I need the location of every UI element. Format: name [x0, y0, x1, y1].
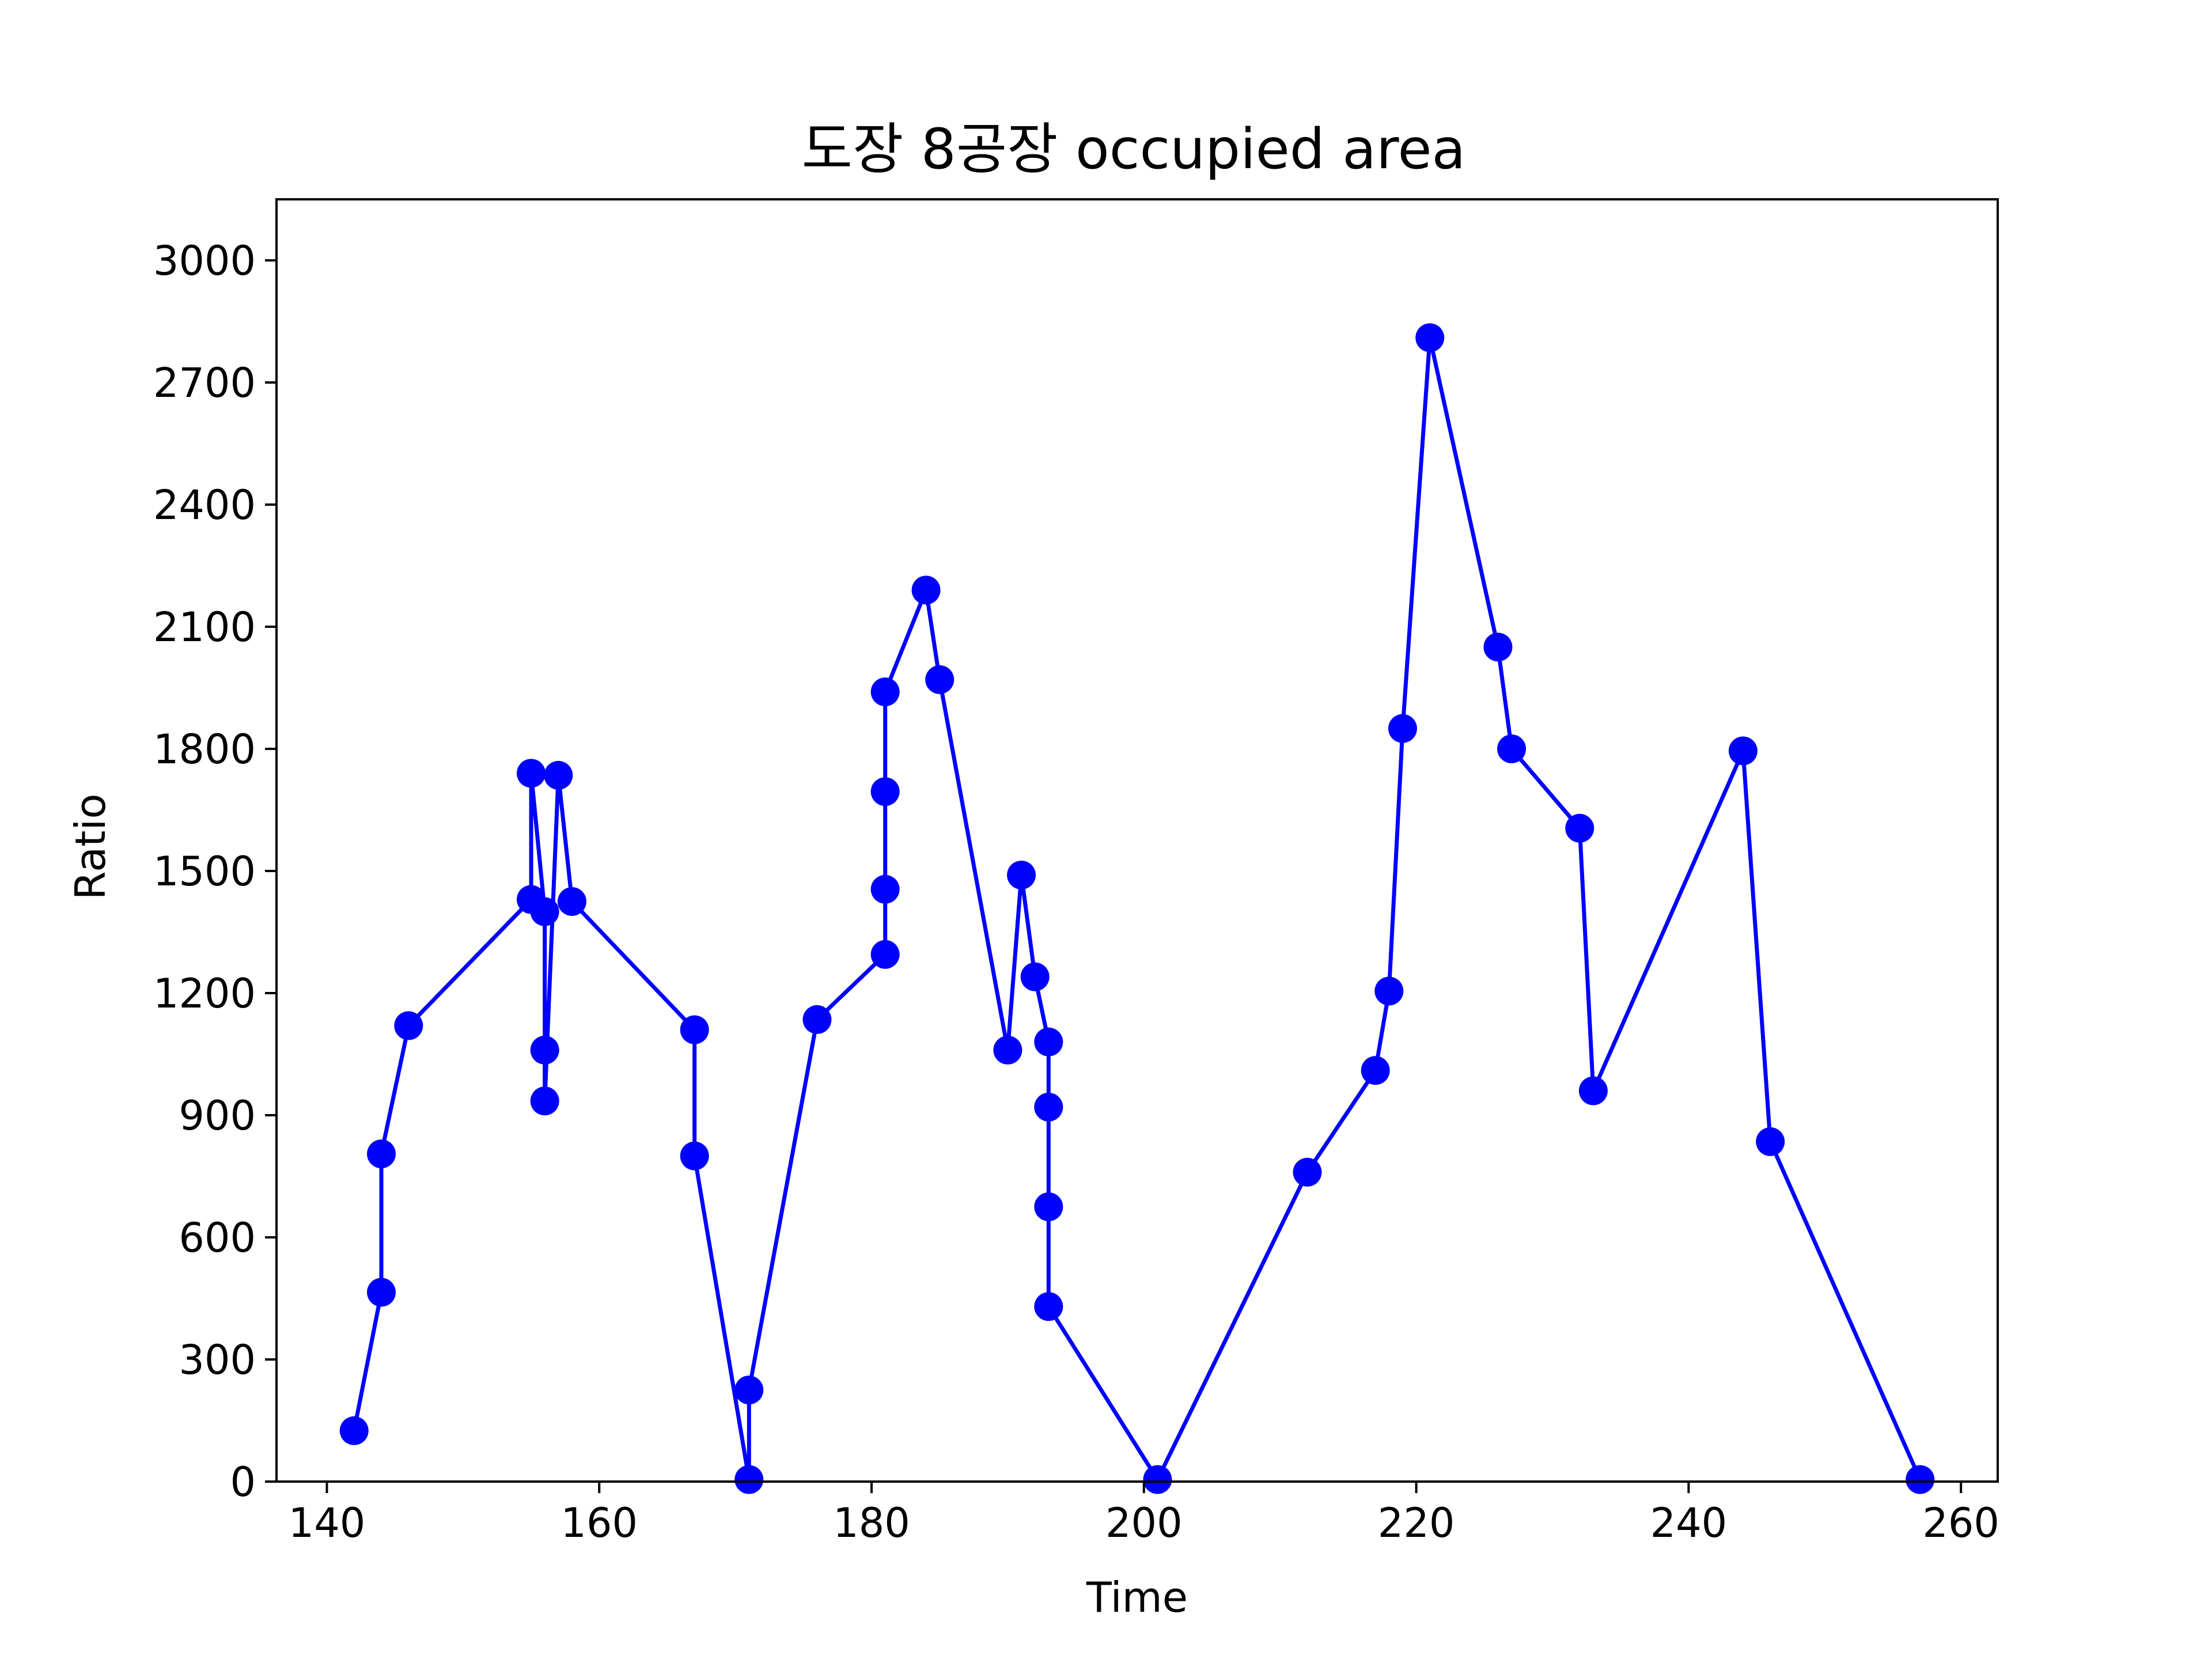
data-point [530, 1086, 559, 1116]
data-point [1388, 714, 1417, 743]
data-point [680, 1141, 709, 1171]
x-axis-label: Time [1086, 1573, 1188, 1622]
data-point [734, 1376, 764, 1404]
y-tick-label: 2700 [153, 359, 256, 407]
data-point [1007, 861, 1036, 890]
data-point [1415, 323, 1445, 353]
data-point [1034, 1292, 1063, 1321]
data-point [339, 1416, 369, 1445]
data-point [870, 874, 900, 904]
x-tick-label: 220 [1378, 1499, 1455, 1547]
data-point [925, 665, 955, 694]
axes-frame [275, 198, 1999, 1483]
data-point [530, 897, 559, 926]
chart-title: 도장 8공장 occupied area [802, 117, 1466, 181]
y-tick-label: 1200 [153, 970, 256, 1017]
y-tick-label: 3000 [153, 237, 256, 285]
data-point [1728, 736, 1758, 766]
data-point [802, 1005, 832, 1034]
y-tick-label: 600 [179, 1214, 256, 1262]
x-tick-label: 240 [1650, 1499, 1728, 1547]
data-point [1361, 1056, 1390, 1085]
data-point [1293, 1157, 1322, 1187]
data-point [1756, 1127, 1785, 1156]
data-point [557, 887, 586, 916]
data-point [1034, 1027, 1063, 1056]
data-point [1483, 632, 1513, 662]
data-point [870, 677, 900, 707]
y-tick-label: 1800 [153, 726, 256, 773]
data-point [517, 759, 546, 788]
data-point [993, 1035, 1022, 1065]
y-tick-label: 0 [230, 1459, 256, 1506]
x-tick-label: 160 [560, 1499, 638, 1547]
data-point [1374, 976, 1404, 1006]
data-point [530, 1035, 559, 1065]
data-point [870, 777, 900, 806]
data-point [870, 940, 900, 969]
y-tick-label: 1500 [153, 848, 256, 895]
data-point [1143, 1465, 1172, 1494]
x-tick-label: 200 [1105, 1499, 1183, 1547]
data-point [1497, 734, 1527, 763]
y-tick-label: 2400 [153, 482, 256, 529]
y-tick-label: 300 [179, 1336, 256, 1384]
data-point [1578, 1076, 1608, 1105]
data-point [367, 1278, 396, 1307]
data-point [1020, 962, 1050, 991]
x-tick-label: 180 [833, 1499, 910, 1547]
data-point [911, 575, 941, 605]
data-point [680, 1015, 709, 1044]
y-tick-label: 900 [179, 1092, 256, 1139]
y-axis-ticks: 0 300 600 900 1200 1500 1800 2100 2400 2700 3000 [153, 237, 276, 1506]
plot-area [339, 323, 1935, 1494]
data-point [1565, 813, 1594, 843]
x-axis-ticks: 140 160 180 200 220 240 260 [289, 1482, 1999, 1547]
data-point [1906, 1465, 1935, 1494]
data-point [394, 1011, 423, 1040]
y-axis-label: Ratio [66, 794, 115, 900]
x-tick-label: 260 [1922, 1499, 1999, 1547]
y-tick-label: 2100 [153, 604, 256, 651]
data-point [367, 1139, 396, 1169]
data-point [1034, 1192, 1063, 1221]
series-line [352, 335, 1922, 1482]
data-point [734, 1465, 764, 1494]
data-point [1034, 1092, 1063, 1122]
data-point [544, 760, 573, 790]
x-tick-label: 140 [289, 1499, 366, 1547]
